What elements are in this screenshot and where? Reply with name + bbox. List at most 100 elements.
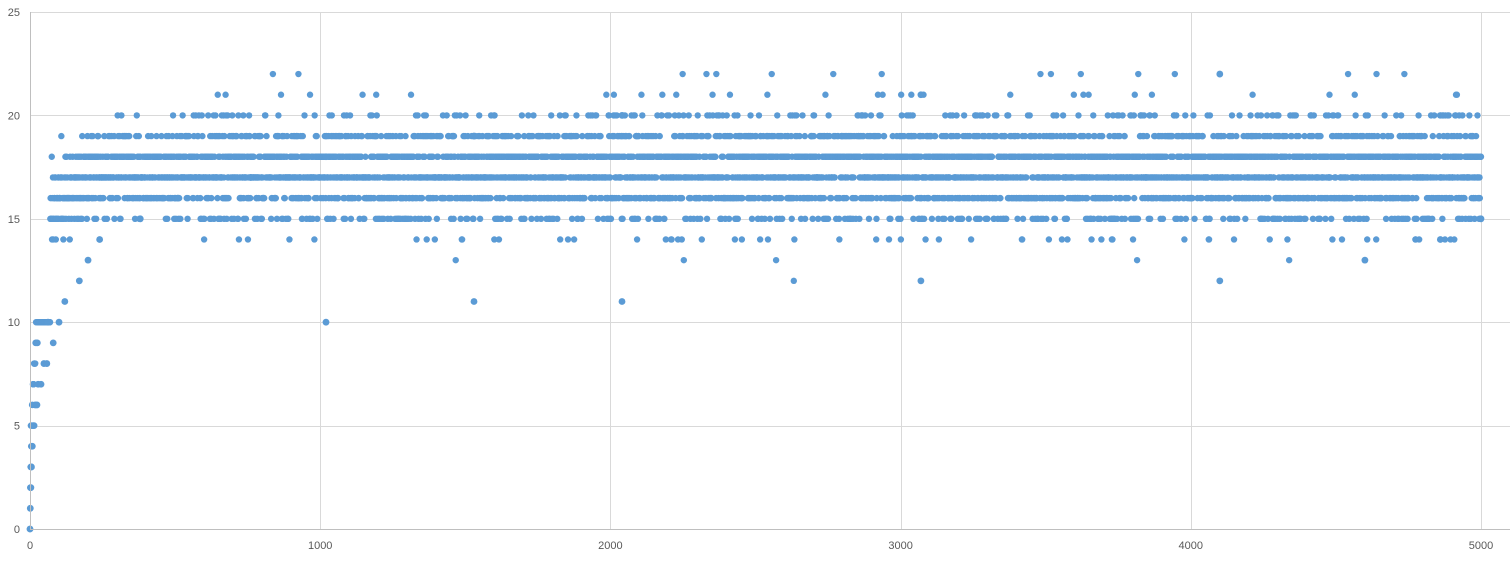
data-point [263, 132, 270, 140]
data-point [662, 236, 670, 243]
data-point [836, 236, 843, 243]
data-point [725, 215, 733, 222]
data-point [768, 70, 775, 78]
data-point [413, 236, 420, 243]
data-point [247, 194, 254, 202]
data-point [346, 112, 354, 119]
data-point [214, 91, 221, 98]
data-point [873, 215, 880, 222]
data-point [431, 236, 439, 243]
data-point [433, 215, 441, 222]
data-point [578, 215, 586, 222]
data-point [1220, 215, 1227, 222]
data-point [766, 215, 774, 222]
data-point [521, 215, 528, 222]
data-point [1382, 215, 1390, 222]
data-point [772, 256, 780, 264]
data-point [267, 215, 275, 222]
data-point [984, 112, 991, 119]
data-point [953, 112, 960, 119]
data-point [1018, 236, 1026, 243]
data-point [169, 112, 177, 119]
data-point [1326, 91, 1333, 98]
data-point [680, 112, 687, 119]
data-point [907, 194, 915, 202]
data-point [748, 215, 756, 222]
data-point [1326, 174, 1334, 181]
data-point [613, 112, 620, 119]
data-point [573, 132, 580, 140]
data-point [1051, 215, 1059, 222]
data-point [756, 236, 764, 243]
data-point [617, 174, 625, 181]
data-point [358, 132, 366, 140]
data-point [402, 132, 409, 140]
data-point [1310, 112, 1318, 119]
data-point [633, 236, 641, 243]
data-point [518, 112, 526, 119]
data-point [568, 215, 576, 222]
data-point [225, 194, 232, 202]
data-point [1441, 236, 1449, 243]
data-point [708, 194, 715, 202]
data-point [835, 215, 843, 222]
data-point [861, 112, 869, 119]
data-point [1121, 132, 1128, 140]
data-point [185, 132, 193, 140]
data-point [491, 112, 498, 119]
data-point [1169, 132, 1176, 140]
data-point [418, 194, 426, 202]
data-point [925, 194, 932, 202]
data-point [184, 215, 191, 222]
data-point [114, 194, 122, 202]
data-point [273, 215, 281, 222]
data-point [250, 153, 257, 160]
data-point [359, 91, 366, 98]
data-point [341, 215, 349, 222]
data-point [373, 112, 380, 119]
data-point [1058, 236, 1066, 243]
data-point [1148, 91, 1156, 98]
data-point [233, 132, 240, 140]
data-point [1198, 194, 1206, 202]
data-point [1059, 112, 1067, 119]
data-point [1226, 194, 1233, 202]
data-point [810, 112, 818, 119]
data-point [1266, 236, 1273, 243]
data-point [126, 132, 133, 140]
data-point [1101, 215, 1109, 222]
data-point [1429, 132, 1437, 140]
data-point [1415, 112, 1422, 119]
data-point [685, 112, 692, 119]
data-point [581, 194, 588, 202]
data-point [1113, 215, 1121, 222]
data-point [1228, 112, 1236, 119]
data-point [462, 112, 469, 119]
data-point [1070, 91, 1078, 98]
data-point [935, 236, 943, 243]
data-point [1249, 91, 1256, 98]
data-point [515, 132, 522, 140]
data-point [603, 91, 610, 98]
data-point [897, 215, 904, 222]
data-point [976, 215, 984, 222]
data-point [1453, 91, 1461, 98]
data-point [723, 112, 730, 119]
data-point [100, 194, 107, 202]
data-point [199, 132, 206, 140]
data-point [1045, 236, 1053, 243]
data-point [887, 215, 894, 222]
data-point [1119, 112, 1126, 119]
data-point [1135, 70, 1142, 78]
data-point [153, 132, 160, 140]
data-point [843, 194, 850, 202]
data-point [221, 132, 228, 140]
data-point [697, 215, 704, 222]
data-point [979, 112, 986, 119]
data-point [470, 215, 477, 222]
data-point [1435, 153, 1443, 160]
data-point [1292, 112, 1300, 119]
data-point [960, 112, 968, 119]
data-point [117, 215, 124, 222]
